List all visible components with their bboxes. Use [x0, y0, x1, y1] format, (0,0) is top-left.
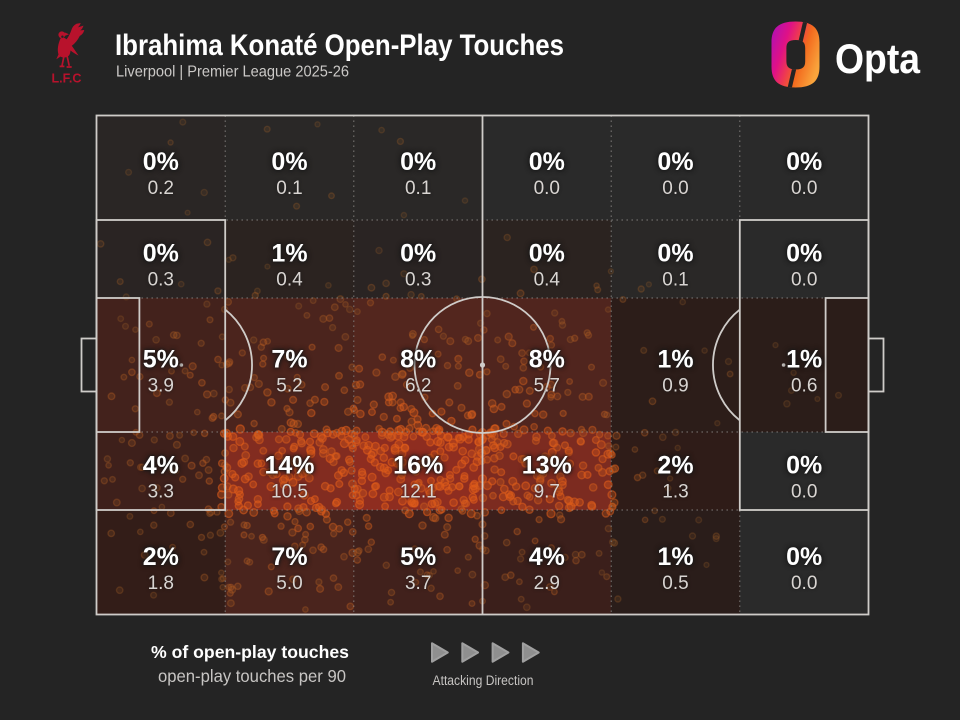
svg-text:5%: 5%: [143, 346, 179, 374]
svg-text:1%: 1%: [657, 543, 693, 571]
svg-text:2.9: 2.9: [534, 573, 560, 594]
svg-text:12.1: 12.1: [400, 482, 437, 503]
svg-text:Attacking Direction: Attacking Direction: [433, 673, 534, 688]
svg-text:0.1: 0.1: [276, 178, 302, 199]
svg-text:0.4: 0.4: [534, 270, 561, 291]
svg-text:0%: 0%: [400, 240, 436, 268]
svg-text:4%: 4%: [529, 543, 565, 571]
svg-text:0%: 0%: [529, 148, 565, 176]
svg-text:0.0: 0.0: [791, 270, 817, 291]
svg-text:1%: 1%: [786, 346, 822, 374]
svg-text:0%: 0%: [143, 148, 179, 176]
svg-text:3.7: 3.7: [405, 573, 431, 594]
svg-text:0.0: 0.0: [791, 573, 817, 594]
svg-text:1.3: 1.3: [662, 482, 688, 503]
svg-text:0%: 0%: [786, 148, 822, 176]
svg-text:8%: 8%: [529, 346, 565, 374]
svg-text:0.2: 0.2: [148, 178, 174, 199]
svg-text:16%: 16%: [393, 452, 443, 480]
svg-text:5.2: 5.2: [276, 376, 302, 397]
svg-text:0.0: 0.0: [662, 178, 688, 199]
svg-text:14%: 14%: [264, 452, 314, 480]
svg-text:0%: 0%: [271, 148, 307, 176]
svg-text:4%: 4%: [143, 452, 179, 480]
svg-text:5%: 5%: [400, 543, 436, 571]
svg-text:0%: 0%: [143, 240, 179, 268]
svg-text:3.3: 3.3: [148, 482, 174, 503]
svg-text:0%: 0%: [657, 240, 693, 268]
svg-text:open-play touches per 90: open-play touches per 90: [158, 666, 346, 686]
svg-text:% of open-play touches: % of open-play touches: [151, 642, 349, 662]
svg-text:1.8: 1.8: [148, 573, 174, 594]
svg-text:0%: 0%: [786, 452, 822, 480]
svg-text:7%: 7%: [271, 346, 307, 374]
svg-text:7%: 7%: [271, 543, 307, 571]
svg-text:0.3: 0.3: [405, 270, 431, 291]
svg-text:8%: 8%: [400, 346, 436, 374]
svg-text:0%: 0%: [657, 148, 693, 176]
svg-text:L.F.C: L.F.C: [52, 71, 83, 86]
svg-text:13%: 13%: [522, 452, 572, 480]
svg-text:6.2: 6.2: [405, 376, 431, 397]
svg-text:5.0: 5.0: [276, 573, 302, 594]
svg-text:0.6: 0.6: [791, 376, 817, 397]
svg-text:0%: 0%: [786, 543, 822, 571]
svg-text:0.0: 0.0: [791, 178, 817, 199]
svg-text:0.0: 0.0: [791, 482, 817, 503]
svg-text:0.9: 0.9: [662, 376, 688, 397]
svg-text:0.3: 0.3: [148, 270, 174, 291]
svg-text:Liverpool | Premier League 202: Liverpool | Premier League 2025-26: [116, 64, 349, 81]
svg-text:2%: 2%: [657, 452, 693, 480]
svg-text:1%: 1%: [271, 240, 307, 268]
svg-text:0%: 0%: [400, 148, 436, 176]
svg-text:0%: 0%: [529, 240, 565, 268]
svg-text:5.7: 5.7: [534, 376, 560, 397]
svg-text:Ibrahima Konaté Open-Play Touc: Ibrahima Konaté Open-Play Touches: [115, 29, 564, 62]
svg-text:1%: 1%: [657, 346, 693, 374]
svg-text:0.1: 0.1: [405, 178, 431, 199]
svg-text:0.1: 0.1: [662, 270, 688, 291]
svg-text:2%: 2%: [143, 543, 179, 571]
svg-text:Opta: Opta: [835, 35, 921, 82]
svg-text:10.5: 10.5: [271, 482, 308, 503]
svg-text:9.7: 9.7: [534, 482, 560, 503]
svg-text:3.9: 3.9: [148, 376, 174, 397]
svg-text:0.4: 0.4: [276, 270, 303, 291]
svg-text:0%: 0%: [786, 240, 822, 268]
svg-text:0.5: 0.5: [662, 573, 688, 594]
svg-text:0.0: 0.0: [534, 178, 560, 199]
